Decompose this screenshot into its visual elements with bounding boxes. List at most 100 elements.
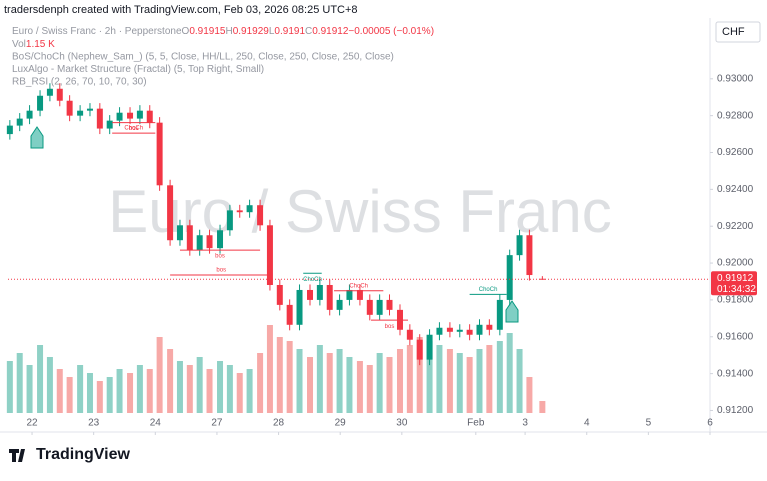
candle-body [106, 120, 113, 129]
y-tick-label: 0.91200 [717, 405, 754, 416]
candle-body [26, 110, 33, 119]
y-tick-label: 0.93000 [717, 73, 754, 84]
last-price-box [711, 271, 757, 296]
x-tick-label: 24 [150, 418, 162, 429]
candle-body [236, 210, 243, 213]
candle-body [226, 210, 233, 231]
candle-body [516, 235, 523, 256]
volume-bar [26, 365, 33, 413]
volume-bar [316, 345, 323, 413]
candle-body [336, 299, 343, 310]
x-tick-label: 28 [273, 418, 285, 429]
volume-bar [257, 353, 264, 413]
candle-body [146, 110, 153, 123]
x-tick-label: 27 [211, 418, 223, 429]
candle-body [436, 327, 443, 335]
candle-body [426, 334, 433, 360]
volume-bar [37, 345, 44, 413]
candle-body [196, 235, 203, 251]
candle-body [167, 185, 174, 241]
volume-bar [456, 353, 463, 413]
volume-bar [506, 333, 513, 413]
volume-bar [446, 349, 453, 413]
structure-label: bos [216, 268, 226, 274]
volume-bar [406, 345, 413, 413]
candle-body [96, 108, 103, 129]
ohlc-value: 0.9191 [274, 26, 305, 37]
candle-body [66, 100, 73, 116]
x-tick-label: Feb [467, 418, 485, 429]
candle-body [307, 289, 314, 300]
y-tick-label: 0.92400 [717, 184, 754, 195]
legend-title-row: Euro / Swiss Franc · 2h · PepperstoneO 0.… [12, 26, 434, 37]
x-tick-label: 30 [396, 418, 408, 429]
volume-bar [46, 357, 53, 413]
volume-bar [6, 361, 13, 413]
candle-body [217, 230, 224, 249]
volume-bar [86, 373, 93, 413]
candle-body [346, 289, 353, 300]
legend-title: Euro / Swiss Franc · 2h · Pepperstone [12, 26, 182, 37]
volume-bar [66, 377, 73, 413]
volume-bar [236, 373, 243, 413]
candle-body [526, 235, 533, 276]
volume-bar [186, 365, 193, 413]
x-tick-label: 6 [707, 418, 713, 429]
structure-label: bos [385, 324, 395, 330]
candle-body [276, 284, 283, 305]
volume-bar [466, 357, 473, 413]
candle-body [446, 327, 453, 332]
candle-body [376, 299, 383, 315]
volume-bar [526, 377, 533, 413]
candle-body [116, 112, 123, 121]
candle-body [246, 205, 253, 213]
candle-body [286, 304, 293, 325]
volume-bar [539, 401, 546, 413]
credit: tradersdenph created with TradingView.co… [4, 4, 358, 16]
candle-body [156, 122, 163, 186]
volume-bar [326, 353, 333, 413]
indicator-legend: LuxAlgo - Market Structure (Fractal) (5,… [12, 64, 264, 75]
candle-body [266, 225, 273, 285]
volume-bar [416, 337, 423, 413]
structure-label: ChoCh [349, 283, 368, 289]
arrow-up-icon [30, 126, 44, 149]
volume-bar [136, 365, 143, 413]
candle-body [206, 235, 213, 249]
brand: TradingView [36, 446, 131, 463]
x-tick-label: 29 [335, 418, 347, 429]
volume-bar [376, 353, 383, 413]
volume-bar [366, 365, 373, 413]
candle-body [476, 324, 483, 335]
volume-bar [307, 357, 314, 413]
volume-bar [296, 349, 303, 413]
y-tick-label: 0.91600 [717, 331, 754, 342]
volume-bar [127, 373, 134, 413]
x-tick-label: 3 [522, 418, 528, 429]
background-layer: Euro / Swiss Franc [108, 178, 611, 245]
candle-body [127, 112, 134, 119]
candle-body [16, 118, 23, 126]
currency-box[interactable] [715, 21, 761, 43]
candle-body [316, 284, 323, 300]
y-tick-label: 0.92800 [717, 110, 754, 121]
volume-bar [516, 349, 523, 413]
volume-bar [286, 341, 293, 413]
volume-label: Vol [12, 39, 26, 50]
ohlc-label: O [182, 26, 190, 37]
structure-label: bos [215, 254, 225, 260]
candle-body [6, 125, 13, 135]
volume-bar [77, 365, 84, 413]
volume-bar [246, 369, 253, 413]
candle-body [136, 110, 143, 119]
volume-bar [196, 357, 203, 413]
volume-bar [346, 357, 353, 413]
y-tick-label: 0.92600 [717, 147, 754, 158]
candle-body [416, 339, 423, 360]
countdown: 01:34:32 [717, 284, 756, 295]
y-tick-label: 0.92000 [717, 258, 754, 269]
volume-bar [116, 369, 123, 413]
candle-body [366, 299, 373, 315]
structure-label: ChoCh [303, 277, 322, 283]
